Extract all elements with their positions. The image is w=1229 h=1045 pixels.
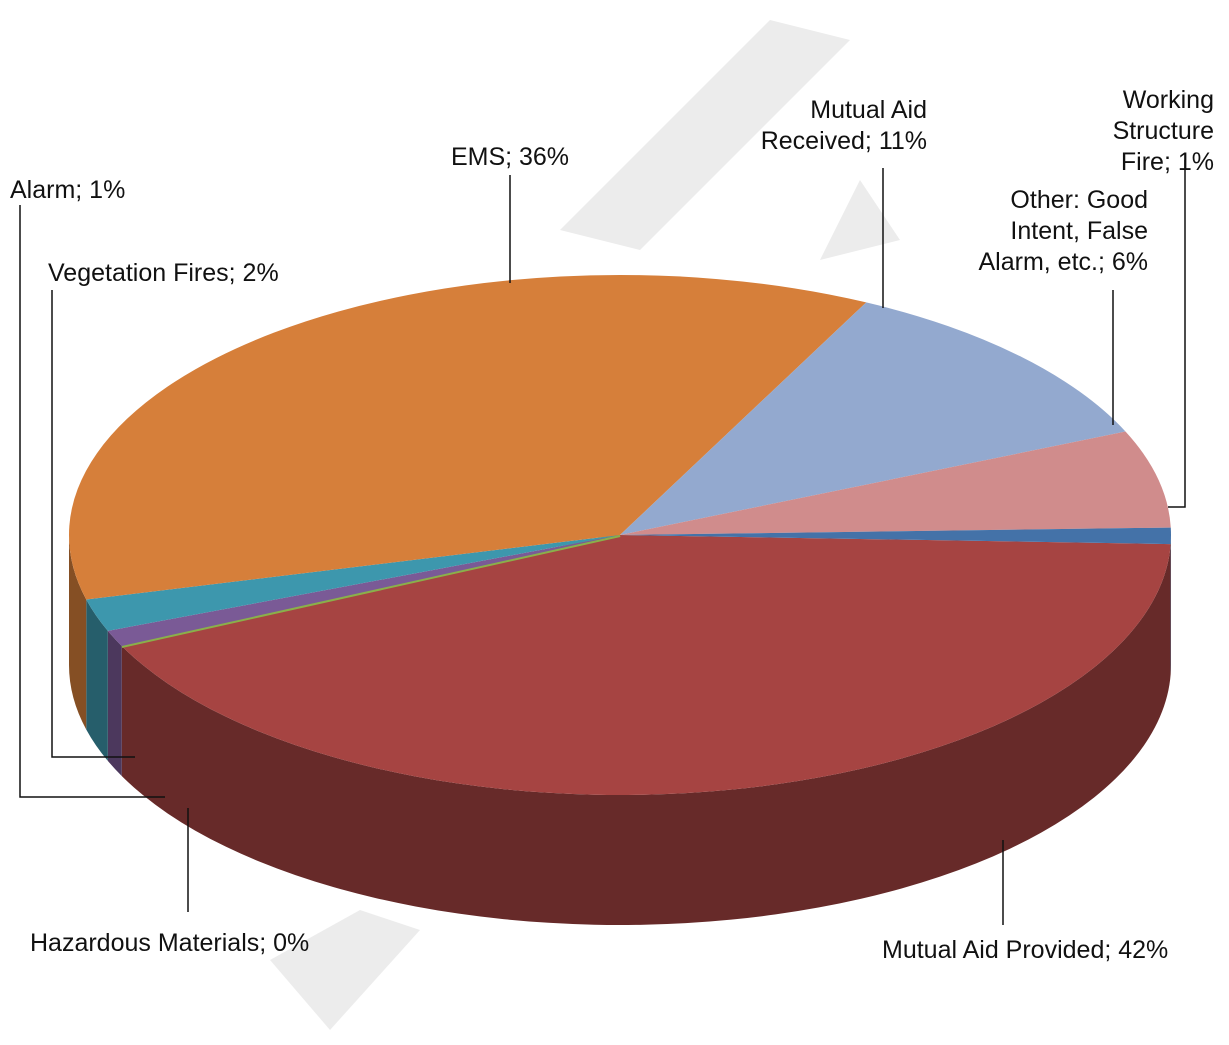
slice (620, 431, 1171, 535)
leader-line (1168, 160, 1186, 508)
watermark (560, 20, 850, 250)
data-label: Alarm; 1% (10, 176, 126, 204)
data-label: Mutual Aid Received; 11% (760, 96, 927, 155)
data-label: Vegetation Fires; 2% (48, 259, 279, 287)
slice (620, 527, 1171, 545)
slice-side (69, 535, 87, 730)
data-label: EMS; 36% (450, 143, 570, 171)
leader-line (19, 205, 165, 798)
data-label: Mutual Aid Provided; 42% (882, 936, 1169, 964)
watermark (270, 910, 420, 1030)
data-label: Other: Good Intent, False Alarm, etc.; 6… (978, 186, 1149, 276)
slice-side (121, 544, 1171, 925)
watermark (820, 180, 900, 260)
slice-side (107, 630, 122, 777)
slice-side (86, 599, 108, 761)
slice (121, 535, 1171, 795)
slice (86, 535, 620, 631)
data-label: Working Structure Fire; 1% (1112, 86, 1214, 176)
data-label: Hazardous Materials; 0% (30, 929, 310, 957)
slice (107, 535, 620, 647)
slice (620, 302, 1126, 535)
slice (69, 275, 867, 600)
leader-line (51, 290, 135, 758)
